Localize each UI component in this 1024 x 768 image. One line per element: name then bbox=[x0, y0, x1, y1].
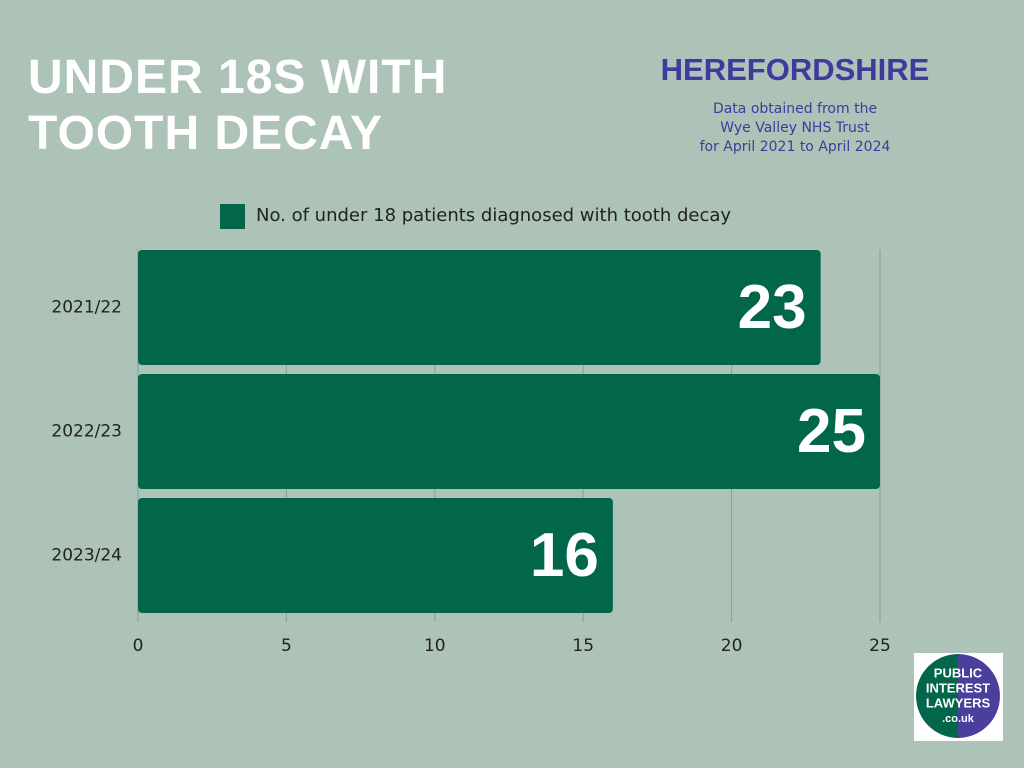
logo-text: LAWYERS bbox=[926, 695, 991, 710]
chart-subtitle: HEREFORDSHIRE bbox=[660, 52, 930, 87]
data-label: 23 bbox=[738, 273, 807, 342]
note-line: Wye Valley NHS Trust bbox=[720, 120, 870, 136]
x-tick-label: 15 bbox=[572, 636, 594, 656]
note-line: for April 2021 to April 2024 bbox=[699, 139, 891, 155]
legend-swatch bbox=[220, 204, 245, 229]
bar bbox=[138, 374, 880, 489]
chart-title: UNDER 18S WITH TOOTH DECAY bbox=[28, 51, 448, 160]
x-tick-label: 0 bbox=[133, 636, 144, 656]
x-tick-label: 10 bbox=[424, 636, 446, 656]
logo-text: INTEREST bbox=[926, 680, 990, 695]
note: Data obtained from the Wye Valley NHS Tru… bbox=[620, 100, 970, 157]
bar bbox=[138, 250, 821, 365]
legend-label: No. of under 18 patients diagnosed with … bbox=[256, 205, 731, 226]
x-tick-label: 20 bbox=[721, 636, 743, 656]
y-tick-label: 2022/23 bbox=[51, 422, 122, 442]
y-tick-label: 2021/22 bbox=[51, 298, 122, 318]
note-line: Data obtained from the bbox=[712, 101, 878, 117]
x-tick-label: 5 bbox=[281, 636, 292, 656]
logo-text: PUBLIC bbox=[934, 665, 983, 680]
logo-text: .co.uk bbox=[942, 713, 975, 725]
data-label: 16 bbox=[530, 521, 599, 590]
bar bbox=[138, 498, 613, 613]
logo-right bbox=[958, 654, 1000, 738]
data-label: 25 bbox=[797, 397, 866, 466]
x-tick-label: 25 bbox=[869, 636, 891, 656]
logo-left bbox=[916, 654, 958, 738]
y-tick-label: 2023/24 bbox=[51, 546, 122, 566]
